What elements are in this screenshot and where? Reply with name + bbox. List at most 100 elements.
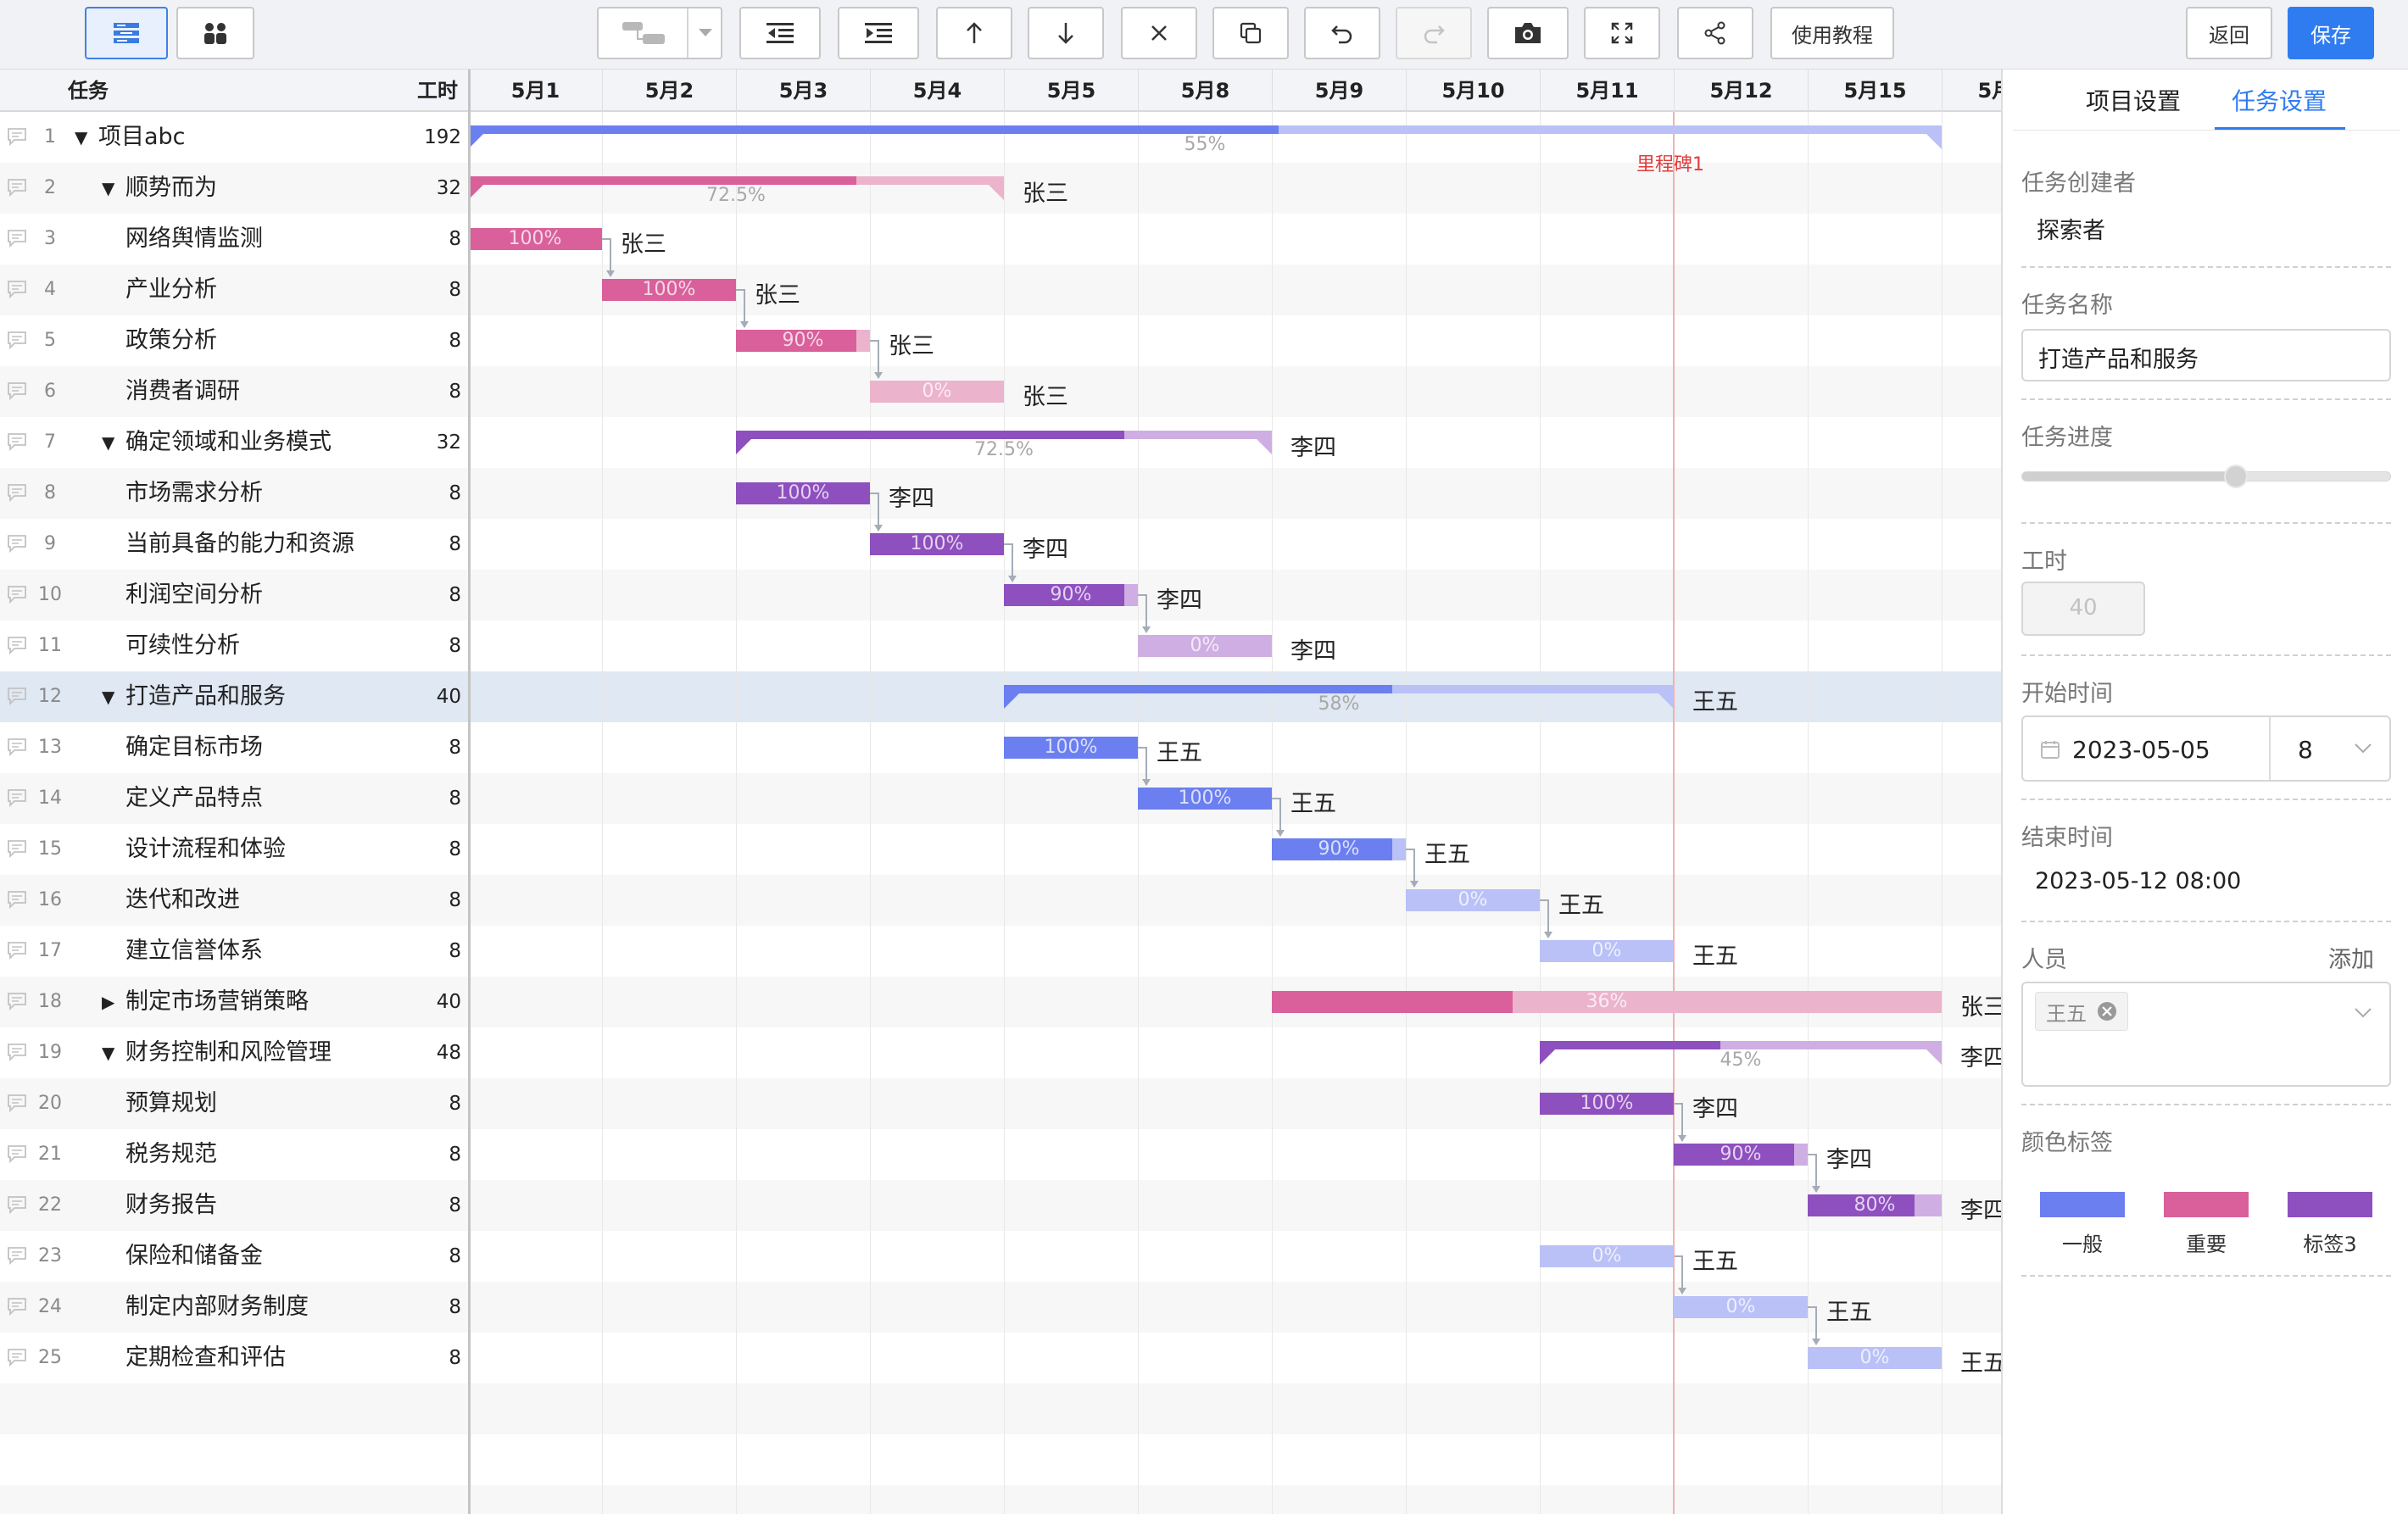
task-row[interactable]: 15 设计流程和体验 8 — [0, 824, 468, 875]
people-select[interactable]: 王五 — [2021, 982, 2391, 1087]
task-bar[interactable]: 100% — [736, 482, 870, 504]
back-button[interactable]: 返回 — [2186, 7, 2272, 59]
comment-icon[interactable] — [7, 1094, 27, 1113]
undo-button[interactable] — [1304, 7, 1380, 59]
task-row[interactable]: 8 市场需求分析 8 — [0, 468, 468, 519]
comment-icon[interactable] — [7, 331, 27, 350]
comment-icon[interactable] — [7, 1043, 27, 1062]
task-bar[interactable]: 100% — [870, 533, 1004, 555]
remove-tag-icon[interactable] — [2097, 1001, 2117, 1021]
task-row[interactable]: 13 确定目标市场 8 — [0, 722, 468, 773]
tab-project-settings[interactable]: 项目设置 — [2086, 87, 2182, 115]
comment-icon[interactable] — [7, 1348, 27, 1367]
screenshot-button[interactable] — [1487, 7, 1569, 59]
comment-icon[interactable] — [7, 1246, 27, 1266]
comment-icon[interactable] — [7, 280, 27, 299]
color-tag-option[interactable]: 标签3 — [2288, 1192, 2372, 1256]
task-bar[interactable]: 90% — [1004, 584, 1138, 606]
comment-icon[interactable] — [7, 127, 27, 147]
expand-caret-icon[interactable]: ▼ — [102, 178, 115, 198]
task-name-input[interactable]: 打造产品和服务 — [2021, 329, 2391, 381]
task-row[interactable]: 6 消费者调研 8 — [0, 366, 468, 417]
task-bar[interactable]: 0% — [870, 381, 1004, 403]
progress-slider-track[interactable] — [2021, 471, 2391, 481]
comment-icon[interactable] — [7, 1144, 27, 1164]
comment-icon[interactable] — [7, 1195, 27, 1215]
summary-bar[interactable]: 72.5% — [468, 176, 1004, 210]
task-bar[interactable]: 0% — [1540, 1245, 1674, 1267]
indent-button[interactable] — [838, 7, 919, 59]
copy-button[interactable] — [1212, 7, 1289, 59]
task-row[interactable]: 19 ▼ 财务控制和风险管理 48 — [0, 1027, 468, 1078]
color-tag-option[interactable]: 一般 — [2040, 1192, 2125, 1256]
comment-icon[interactable] — [7, 585, 27, 604]
color-tag-option[interactable]: 重要 — [2164, 1192, 2249, 1256]
summary-bar[interactable]: 58% — [1004, 685, 1674, 719]
task-row[interactable]: 9 当前具备的能力和资源 8 — [0, 519, 468, 570]
task-bar[interactable]: 0% — [1138, 635, 1272, 657]
summary-bar[interactable]: 55% — [468, 125, 1942, 159]
comment-icon[interactable] — [7, 432, 27, 452]
task-bar[interactable]: 100% — [1004, 737, 1138, 759]
list-view-button[interactable] — [85, 7, 168, 59]
task-row[interactable]: 11 可续性分析 8 — [0, 621, 468, 671]
comment-icon[interactable] — [7, 839, 27, 859]
task-bar[interactable]: 100% — [468, 228, 602, 250]
task-row[interactable]: 7 ▼ 确定领域和业务模式 32 — [0, 417, 468, 468]
task-row[interactable]: 16 迭代和改进 8 — [0, 875, 468, 926]
move-up-button[interactable] — [936, 7, 1012, 59]
task-row[interactable]: 23 保险和储备金 8 — [0, 1231, 468, 1282]
task-row[interactable]: 4 产业分析 8 — [0, 264, 468, 315]
task-row[interactable]: 20 预算规划 8 — [0, 1078, 468, 1129]
task-row[interactable]: 14 定义产品特点 8 — [0, 773, 468, 824]
task-bar[interactable]: 80% — [1808, 1194, 1942, 1216]
add-person-link[interactable]: 添加 — [2328, 947, 2374, 973]
task-bar[interactable]: 100% — [602, 279, 736, 301]
start-date-picker[interactable]: 2023-05-05 8 — [2021, 715, 2391, 782]
task-bar[interactable]: 90% — [1674, 1144, 1808, 1166]
comment-icon[interactable] — [7, 687, 27, 706]
expand-caret-icon[interactable]: ▼ — [102, 687, 115, 707]
hours-input[interactable]: 40 — [2021, 582, 2145, 636]
expand-caret-icon[interactable]: ▼ — [75, 127, 88, 148]
comment-icon[interactable] — [7, 381, 27, 401]
redo-button[interactable] — [1396, 7, 1472, 59]
task-row[interactable]: 21 税务规范 8 — [0, 1129, 468, 1180]
task-row[interactable]: 1 ▼ 项目abc 192 — [0, 112, 468, 163]
task-bar[interactable]: 90% — [1272, 838, 1406, 860]
help-button[interactable]: 使用教程 — [1770, 7, 1894, 59]
move-down-button[interactable] — [1028, 7, 1104, 59]
task-bar[interactable]: 0% — [1406, 889, 1540, 911]
comment-icon[interactable] — [7, 178, 27, 198]
save-button[interactable]: 保存 — [2288, 7, 2374, 59]
summary-bar[interactable]: 72.5% — [736, 431, 1272, 465]
comment-icon[interactable] — [7, 229, 27, 248]
collapse-caret-icon[interactable]: ▶ — [102, 992, 115, 1012]
delete-button[interactable] — [1121, 7, 1197, 59]
task-row[interactable]: 24 制定内部财务制度 8 — [0, 1282, 468, 1333]
task-bar[interactable]: 0% — [1674, 1296, 1808, 1318]
task-row[interactable]: 2 ▼ 顺势而为 32 — [0, 163, 468, 214]
task-row[interactable]: 3 网络舆情监测 8 — [0, 214, 468, 264]
people-view-button[interactable] — [176, 7, 254, 59]
task-bar[interactable]: 0% — [1540, 940, 1674, 962]
task-row[interactable]: 5 政策分析 8 — [0, 315, 468, 366]
start-hour-select[interactable]: 8 — [2271, 717, 2389, 780]
expand-caret-icon[interactable]: ▼ — [102, 1043, 115, 1063]
comment-icon[interactable] — [7, 738, 27, 757]
comment-icon[interactable] — [7, 941, 27, 960]
task-bar[interactable]: 0% — [1808, 1347, 1942, 1369]
task-row[interactable]: 12 ▼ 打造产品和服务 40 — [0, 671, 468, 722]
summary-bar[interactable]: 45% — [1540, 1041, 1942, 1075]
task-row[interactable]: 18 ▶ 制定市场营销策略 40 — [0, 977, 468, 1027]
task-bar[interactable]: 100% — [1540, 1093, 1674, 1115]
task-row[interactable]: 10 利润空间分析 8 — [0, 570, 468, 621]
comment-icon[interactable] — [7, 890, 27, 910]
task-row[interactable]: 17 建立信誉体系 8 — [0, 926, 468, 977]
comment-icon[interactable] — [7, 1297, 27, 1316]
task-bar[interactable]: 100% — [1138, 788, 1272, 810]
comment-icon[interactable] — [7, 636, 27, 655]
task-bar[interactable]: 36% — [1272, 991, 1942, 1013]
expand-caret-icon[interactable]: ▼ — [102, 432, 115, 453]
task-row[interactable]: 22 财务报告 8 — [0, 1180, 468, 1231]
